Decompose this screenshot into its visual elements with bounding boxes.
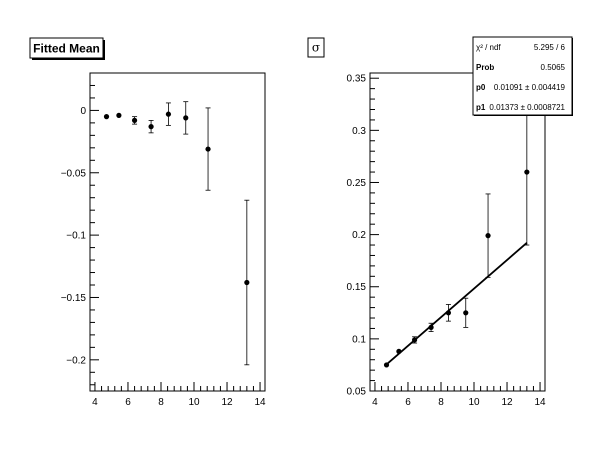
- left-x-tick-label: 14: [254, 397, 266, 408]
- right-y-axis: 0.05 0.1 0.15 0.2 0.25 0.3 0.35: [347, 74, 379, 398]
- fit-stats-box: χ² / ndf 5.295 / 6 Prob 0.5065 p0 0.0109…: [472, 36, 573, 116]
- left-x-tick-label: 6: [125, 397, 131, 408]
- right-fit-line: [385, 242, 528, 366]
- stats-label-prob: Prob: [476, 63, 494, 72]
- right-fit-line-group: [385, 242, 528, 366]
- right-data-point: [463, 297, 469, 328]
- left-marker: [148, 124, 154, 130]
- stats-value-p1: 0.01373 ± 0.0008721: [489, 103, 565, 112]
- right-marker: [485, 233, 491, 239]
- right-title-box: σ: [307, 37, 325, 58]
- right-data-point: [524, 98, 530, 246]
- right-marker: [383, 362, 390, 368]
- right-x-tick-label: 6: [405, 397, 411, 408]
- left-marker: [244, 279, 250, 286]
- left-data-points: [103, 101, 250, 366]
- stats-shadow-bottom: [474, 115, 573, 116]
- right-x-tick-label: 8: [438, 397, 444, 408]
- left-data-point: [205, 107, 211, 191]
- stats-shadow-right: [572, 38, 573, 116]
- left-x-tick-label: 4: [92, 397, 98, 408]
- left-data-point: [103, 114, 110, 120]
- left-y-tick-label: −0.1: [66, 231, 86, 242]
- stats-value-prob: 0.5065: [541, 63, 566, 72]
- right-x-tick-label: 12: [501, 397, 513, 408]
- right-marker: [524, 169, 530, 175]
- right-y-tick-label: 0.25: [347, 178, 367, 189]
- left-data-point: [244, 199, 250, 366]
- left-plot-frame: [89, 72, 266, 392]
- left-data-point: [165, 102, 172, 126]
- left-title-shadow-bottom: [32, 58, 105, 60]
- left-y-tick-label: −0.2: [66, 355, 86, 366]
- right-x-tick-label: 10: [468, 397, 480, 408]
- left-x-tick-label: 8: [158, 397, 164, 408]
- left-plot: 4 6 8 10 12 14 0 −0.05 −0.1 −0.15 −0.2: [61, 72, 266, 408]
- left-marker: [103, 114, 110, 120]
- left-chart-title: Fitted Mean: [33, 42, 100, 56]
- right-marker: [411, 337, 418, 343]
- right-data-point: [411, 336, 418, 344]
- left-title-box: Fitted Mean: [29, 37, 105, 60]
- right-y-tick-label: 0.1: [352, 334, 366, 345]
- left-y-tick-label: −0.15: [61, 293, 87, 304]
- left-y-tick-label: 0: [80, 106, 86, 117]
- left-x-axis: 4 6 8 10 12 14: [92, 382, 266, 408]
- right-data-point: [445, 304, 452, 322]
- right-data-points: [383, 98, 530, 368]
- left-marker: [116, 112, 122, 118]
- right-y-tick-label: 0.3: [352, 126, 366, 137]
- stats-label-p0: p0: [476, 83, 486, 92]
- left-data-point: [183, 101, 189, 135]
- right-marker: [463, 310, 469, 316]
- right-title-frame: [307, 37, 325, 58]
- left-marker: [165, 111, 172, 117]
- right-data-point: [428, 322, 434, 332]
- right-x-tick-label: 14: [534, 397, 546, 408]
- left-data-point: [131, 116, 138, 125]
- left-x-tick-label: 12: [221, 397, 233, 408]
- right-data-point: [396, 348, 402, 354]
- right-marker: [428, 324, 434, 330]
- right-marker: [445, 310, 452, 316]
- left-data-point: [116, 112, 122, 118]
- right-plot-frame: [369, 72, 546, 392]
- stats-value-p0: 0.01091 ± 0.004419: [494, 83, 566, 92]
- right-plot: 4 6 8 10 12 14 0.05 0.1 0.15 0.2 0.25 0.3 0.35: [347, 72, 546, 408]
- right-marker: [396, 348, 402, 354]
- right-y-tick-label: 0.35: [347, 74, 367, 85]
- left-y-axis: 0 −0.05 −0.1 −0.15 −0.2: [61, 72, 99, 386]
- left-marker: [131, 117, 138, 123]
- right-x-axis: 4 6 8 10 12 14: [372, 382, 546, 408]
- right-y-tick-label: 0.05: [347, 387, 367, 398]
- stats-label-p1: p1: [476, 103, 486, 112]
- right-chart-title: σ: [312, 41, 320, 55]
- left-marker: [183, 115, 189, 121]
- stats-value-chi2: 5.295 / 6: [534, 43, 566, 52]
- right-data-point: [485, 193, 491, 278]
- left-title-shadow-right: [103, 40, 105, 60]
- left-data-point: [148, 119, 154, 134]
- left-marker: [205, 146, 211, 152]
- right-y-tick-label: 0.15: [347, 282, 367, 293]
- left-x-tick-label: 10: [188, 397, 200, 408]
- right-data-point: [383, 362, 390, 368]
- right-y-tick-label: 0.2: [352, 230, 366, 241]
- left-y-tick-label: −0.05: [61, 168, 87, 179]
- right-x-tick-label: 4: [372, 397, 378, 408]
- stats-label-chi2: χ² / ndf: [476, 43, 501, 52]
